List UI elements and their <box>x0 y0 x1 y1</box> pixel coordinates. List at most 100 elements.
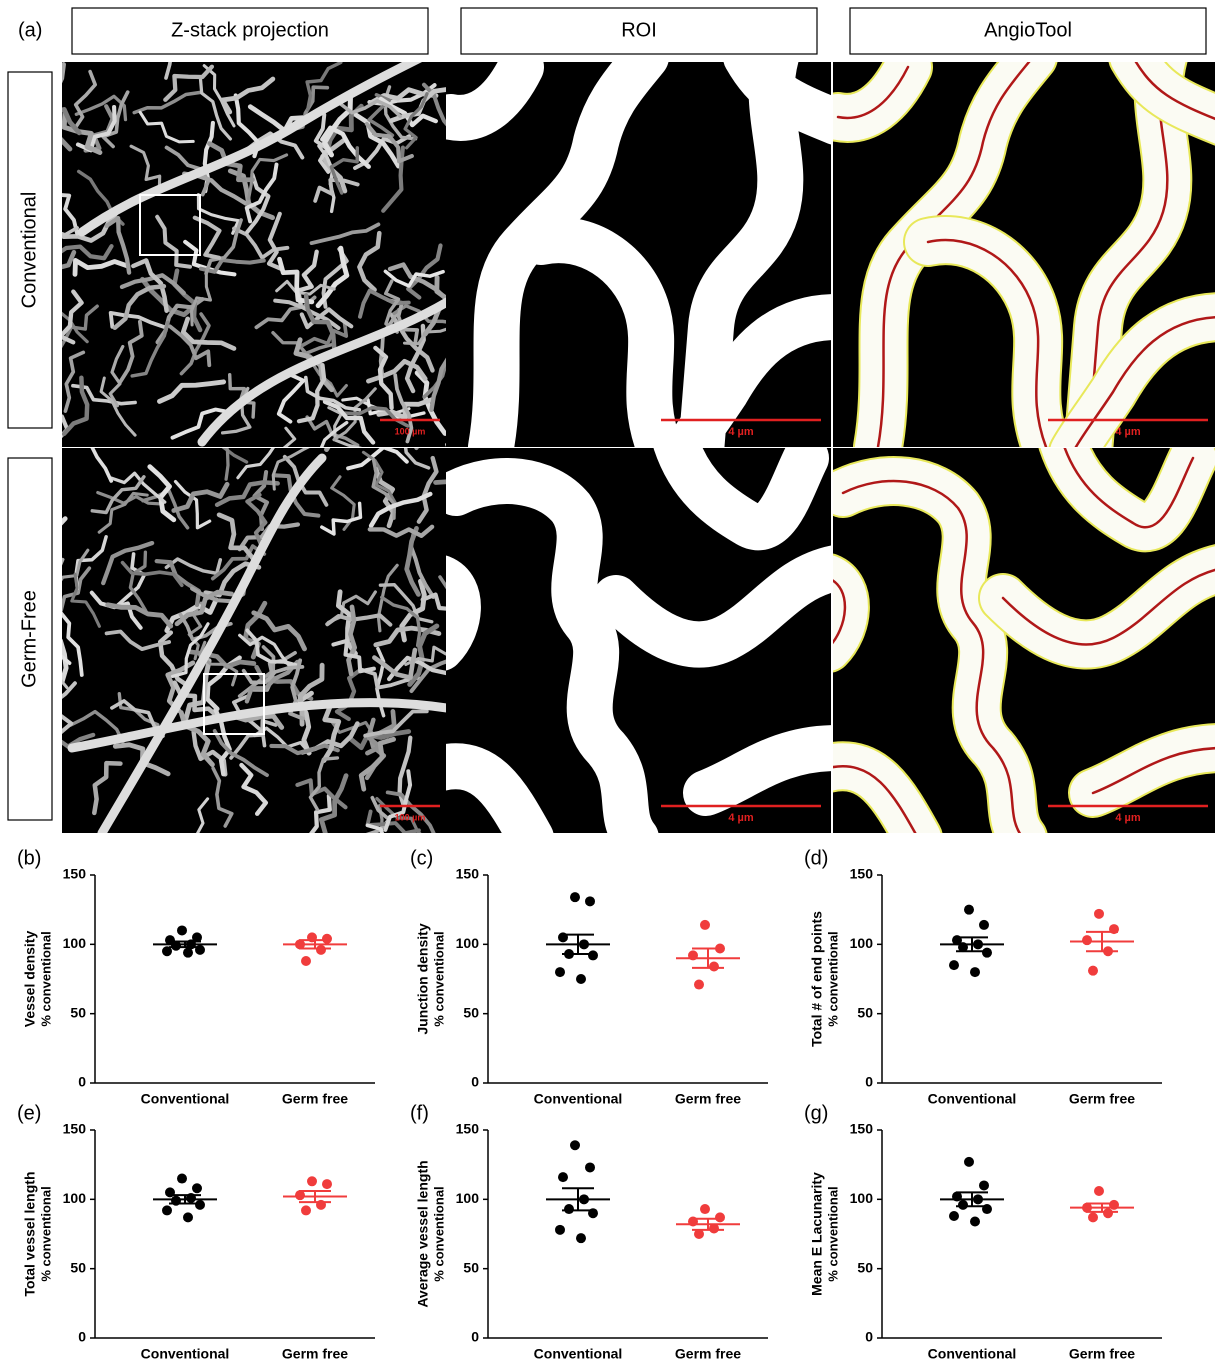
x-tick-label: Germ free <box>282 1346 348 1362</box>
data-point <box>970 1217 980 1227</box>
panel-label: (c) <box>410 847 433 869</box>
data-point <box>1082 935 1092 945</box>
y-tick-label: 0 <box>865 1074 873 1090</box>
data-point <box>322 1179 332 1189</box>
data-point <box>183 1212 193 1222</box>
data-point <box>192 1183 202 1193</box>
panel-label: (e) <box>17 1102 41 1124</box>
y-tick-label: 0 <box>865 1329 873 1345</box>
row-header: Conventional <box>18 192 40 309</box>
panel-label: (d) <box>804 847 828 869</box>
scale-bar-label: 100 µm <box>395 812 426 822</box>
scale-bar-label: 4 µm <box>728 426 754 438</box>
y-axis-sublabel: % conventional <box>38 1186 53 1281</box>
y-tick-label: 50 <box>70 1004 86 1020</box>
data-point <box>570 892 580 902</box>
x-tick-label: Conventional <box>141 1346 230 1362</box>
data-point <box>700 1204 710 1214</box>
micrograph: 4 µm <box>441 443 836 838</box>
data-point <box>979 1180 989 1190</box>
x-tick-label: Germ free <box>282 1091 348 1107</box>
y-tick-label: 50 <box>463 1259 479 1275</box>
y-axis-sublabel: % conventional <box>825 1186 840 1281</box>
data-point <box>555 967 565 977</box>
scale-bar-label: 4 µm <box>728 812 754 824</box>
panel-label: (g) <box>804 1102 828 1124</box>
data-point <box>700 920 710 930</box>
data-point <box>709 962 719 972</box>
micrograph: 100 µm <box>13 28 477 503</box>
data-point <box>301 956 311 966</box>
data-point <box>1094 1186 1104 1196</box>
data-point <box>964 905 974 915</box>
micrograph: 4 µm <box>828 443 1215 838</box>
y-tick-label: 50 <box>857 1259 873 1275</box>
data-point <box>1088 1212 1098 1222</box>
data-point <box>162 1205 172 1215</box>
data-point <box>570 1140 580 1150</box>
data-point <box>183 948 193 958</box>
panel-label: (a) <box>18 19 42 41</box>
data-point <box>715 1212 725 1222</box>
data-point <box>558 1172 568 1182</box>
data-point <box>576 1233 586 1243</box>
data-point <box>982 948 992 958</box>
data-point <box>177 925 187 935</box>
image-grid: 100 µm 4 µm 4 µm 100 µm 4 µm 4 µm <box>9 28 1215 857</box>
panel-label: (b) <box>17 847 41 869</box>
data-point <box>177 1174 187 1184</box>
x-tick-label: Germ free <box>675 1346 741 1362</box>
row-header: Germ-Free <box>18 590 40 688</box>
y-axis-sublabel: % conventional <box>431 1186 446 1281</box>
y-tick-label: 50 <box>463 1004 479 1020</box>
x-tick-label: Germ free <box>675 1091 741 1107</box>
data-point <box>585 896 595 906</box>
y-tick-label: 100 <box>456 1190 480 1206</box>
data-point <box>979 920 989 930</box>
y-axis-label: Vessel density <box>22 931 38 1028</box>
y-tick-label: 50 <box>857 1004 873 1020</box>
data-point <box>694 980 704 990</box>
y-tick-label: 150 <box>456 1121 480 1137</box>
y-axis-label: Total vessel length <box>22 1172 38 1297</box>
data-point <box>322 934 332 944</box>
scale-bar-label: 100 µm <box>395 426 426 436</box>
data-point <box>301 1205 311 1215</box>
figure: (a) Z-stack projection ROI AngioTool Con… <box>0 0 1215 1364</box>
data-point <box>970 967 980 977</box>
data-point <box>316 945 326 955</box>
x-tick-label: Conventional <box>928 1091 1017 1107</box>
data-point <box>949 960 959 970</box>
y-tick-label: 150 <box>63 1121 87 1137</box>
y-axis-sublabel: % conventional <box>825 931 840 1026</box>
y-tick-label: 100 <box>850 1190 874 1206</box>
micrograph: 100 µm <box>9 395 502 858</box>
y-axis-label: Mean E Lacunarity <box>809 1172 825 1296</box>
x-tick-label: Conventional <box>928 1346 1017 1362</box>
data-point <box>958 1200 968 1210</box>
y-tick-label: 100 <box>850 935 874 951</box>
y-tick-label: 100 <box>456 935 480 951</box>
y-tick-label: 0 <box>78 1329 86 1345</box>
y-axis-sublabel: % conventional <box>38 931 53 1026</box>
y-axis-label: Average vessel length <box>415 1160 431 1307</box>
scale-bar-label: 4 µm <box>1115 812 1141 824</box>
data-point <box>585 1162 595 1172</box>
data-point <box>576 974 586 984</box>
y-tick-label: 150 <box>850 866 874 882</box>
column-header: Z-stack projection <box>171 19 329 41</box>
column-header: ROI <box>621 19 657 41</box>
data-point <box>1103 1208 1113 1218</box>
page: {"panel_a": {"label": "(a)", "columns": … <box>0 0 1215 1364</box>
data-point <box>1094 909 1104 919</box>
x-tick-label: Conventional <box>534 1346 623 1362</box>
micrograph: 4 µm <box>833 57 1215 452</box>
charts: (b)050100150Vessel density% conventional… <box>17 847 1162 1361</box>
x-tick-label: Germ free <box>1069 1346 1135 1362</box>
y-tick-label: 0 <box>471 1074 479 1090</box>
data-point <box>555 1225 565 1235</box>
y-tick-label: 0 <box>78 1074 86 1090</box>
data-point <box>588 950 598 960</box>
x-tick-label: Conventional <box>534 1091 623 1107</box>
y-axis-label: Total # of end points <box>809 911 825 1047</box>
